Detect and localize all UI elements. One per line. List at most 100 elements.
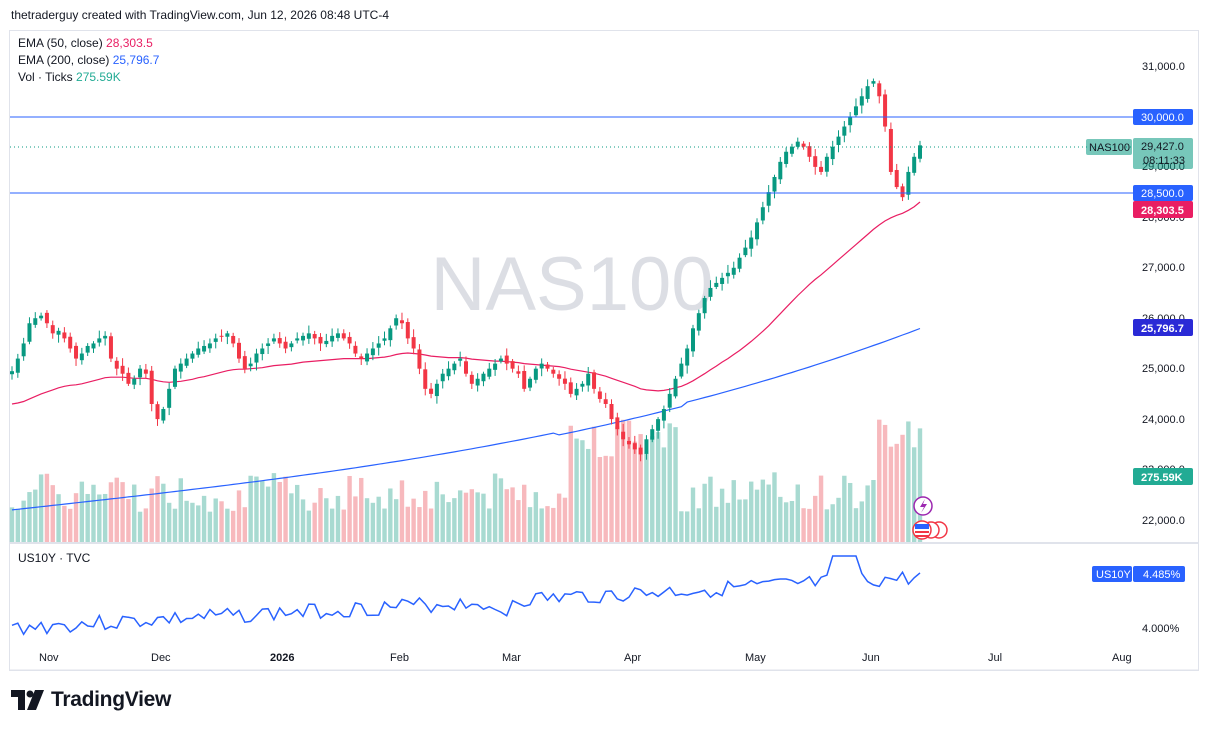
candle-body (667, 393, 672, 408)
us10y-symbol-label: US10Y (1096, 569, 1132, 581)
volume-bar (760, 479, 766, 542)
volume-bar (911, 447, 917, 542)
time-tick: Mar (502, 652, 521, 664)
volume-bar (440, 494, 445, 542)
volume-bar (772, 472, 777, 542)
candle-body (626, 440, 631, 445)
volume-axis-label: 275.59K (1141, 472, 1183, 484)
candle-body (830, 146, 835, 160)
candle-body (469, 374, 474, 384)
candles (10, 78, 922, 462)
legend-ema50[interactable]: EMA (50, close) 28,303.5 (18, 35, 159, 52)
volume-bar (789, 500, 795, 542)
volume-bar (487, 508, 492, 542)
candle-body (772, 176, 777, 192)
volume-bar (178, 478, 183, 542)
volume-bar (166, 502, 172, 542)
volume-bar (766, 484, 771, 542)
tradingview-logo[interactable]: TradingView (11, 688, 171, 712)
candle-body (510, 361, 515, 369)
volume-bar (801, 508, 806, 542)
candle-body (440, 373, 445, 382)
candle-body (638, 447, 643, 455)
candle-body (824, 156, 829, 172)
candle-body (15, 358, 20, 373)
legend-volume-value: 275.59K (76, 70, 121, 84)
candle-body (423, 369, 428, 389)
us10y-pane-title[interactable]: US10Y · TVC (18, 551, 91, 565)
candle-body (103, 335, 108, 339)
candle-body (813, 156, 818, 167)
candle-body (370, 348, 375, 356)
volume-bar (684, 511, 690, 542)
last-price-label: 29,427.0 (1141, 141, 1184, 153)
us10y-value-label-bg (1133, 566, 1185, 582)
volume-bar (510, 487, 515, 542)
candle-body (498, 358, 503, 362)
candle-body (871, 81, 876, 84)
volume-bar (382, 508, 387, 542)
candle-body (277, 338, 282, 344)
volume-bar (673, 427, 678, 542)
volume-bar (620, 419, 626, 542)
volume-bar (248, 475, 253, 542)
candle-body (906, 171, 911, 195)
candle-body (743, 247, 748, 256)
candle-body (97, 338, 102, 343)
candle-body (894, 170, 899, 188)
volume-bar (469, 489, 475, 542)
ema50-label-bg (1133, 201, 1193, 218)
level-28500-label-bg (1133, 185, 1193, 201)
volume-bar (329, 508, 335, 542)
candle-body (330, 335, 335, 342)
volume-bar (609, 456, 614, 542)
candle-body (399, 320, 404, 324)
volume-bar (679, 511, 684, 542)
time-tick: Jun (862, 652, 880, 664)
volume-bar (516, 500, 521, 542)
volume-bar (853, 508, 859, 542)
volume-bar (370, 502, 376, 542)
volume-bar (277, 481, 282, 542)
candle-body (539, 363, 544, 369)
volume-bar (504, 489, 509, 542)
legend-volume[interactable]: Vol · Ticks 275.59K (18, 69, 159, 86)
candle-body (27, 323, 32, 342)
volume-bar (230, 510, 236, 542)
volume-bar (149, 488, 154, 542)
volume-bar (347, 475, 352, 542)
volume-bar (405, 506, 410, 542)
volume-bar (481, 493, 486, 542)
volume-bar (91, 484, 96, 542)
price-tick: 22,000.0 (1142, 515, 1185, 527)
candle-body (755, 222, 760, 240)
candle-body (679, 363, 684, 377)
candle-body (464, 361, 468, 374)
volume-bar (894, 443, 899, 542)
volume-bar (428, 508, 434, 542)
author-line: thetraderguy created with TradingView.co… (11, 8, 389, 22)
ema200-line (11, 327, 921, 511)
lightning-glyph (920, 499, 927, 513)
volume-bar (271, 473, 277, 542)
volume-bar (463, 492, 469, 542)
candle-body (551, 369, 556, 374)
indicator-legend[interactable]: EMA (50, close) 28,303.5 EMA (200, close… (18, 35, 159, 86)
legend-ema200[interactable]: EMA (200, close) 25,796.7 (18, 52, 159, 69)
candle-body (335, 333, 340, 338)
volume-bar (795, 484, 800, 542)
candle-body (749, 237, 754, 249)
volume-bar (783, 502, 789, 542)
candle-body (481, 373, 486, 382)
candle-body (149, 370, 154, 404)
volume-bar (68, 508, 73, 542)
volume-bar (778, 496, 783, 542)
flag-canton (915, 524, 929, 529)
volume-bar (353, 496, 358, 542)
candle-body (487, 368, 492, 377)
level-30000-label: 30,000.0 (1141, 112, 1184, 124)
candle-body (557, 374, 562, 379)
price-tick: 27,000.0 (1142, 262, 1185, 274)
candle-body (615, 417, 620, 430)
